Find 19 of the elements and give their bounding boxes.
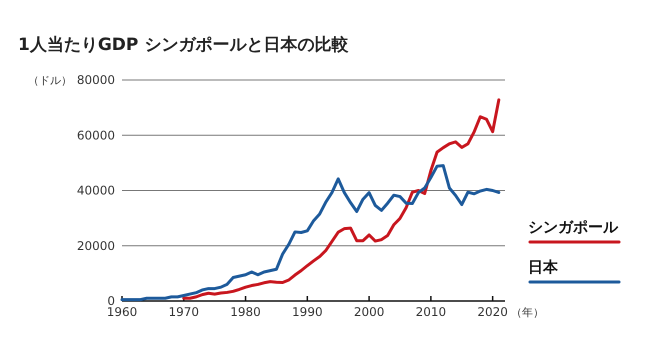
- y-tick-label: 20000: [76, 238, 115, 253]
- y-tick-label: 0: [107, 294, 115, 308]
- x-axis-title: （年）: [511, 306, 544, 319]
- text: 日本: [528, 258, 559, 276]
- line-series: [182, 98, 500, 300]
- line-series: [120, 164, 500, 302]
- x-tick-label: 1970: [168, 305, 200, 319]
- x-tick-label: 1990: [292, 305, 323, 319]
- x-tick-label: 1980: [230, 305, 261, 319]
- x-tick-label: 2010: [416, 305, 446, 319]
- y-tick-label: 60000: [76, 128, 115, 142]
- y-tick-label: 40000: [76, 184, 115, 198]
- x-tick-label: 1960: [106, 305, 138, 319]
- y-tick-label: 80000: [76, 73, 115, 87]
- x-tick-label: 2000: [354, 305, 384, 319]
- x-tick-label: 2020: [477, 305, 508, 319]
- chart-title: 1人当たりGDP シンガポールと日本の比較: [18, 35, 350, 55]
- text: シンガポール: [528, 218, 619, 236]
- y-axis-title: （ドル）: [28, 74, 72, 87]
